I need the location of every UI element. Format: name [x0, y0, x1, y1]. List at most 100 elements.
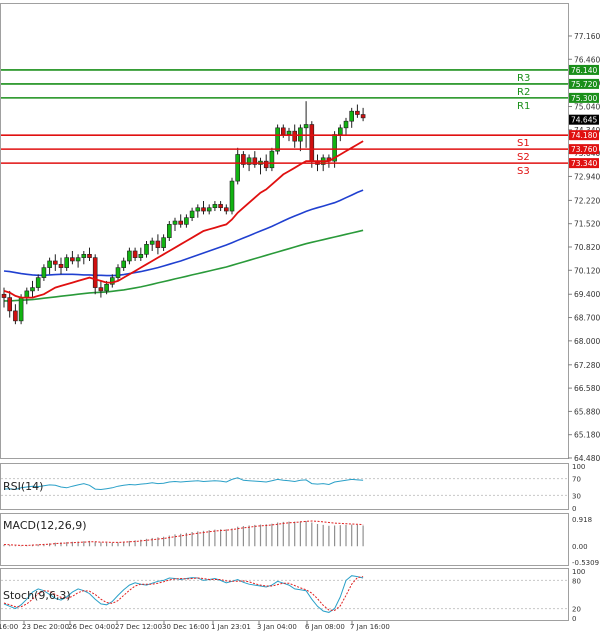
time-tick-label: 23 Dec 20:00	[22, 623, 69, 631]
level-name-s1: S1	[517, 138, 530, 149]
stoch-tick-label: 100	[572, 568, 585, 576]
price-tick-label: 71.520	[574, 220, 600, 229]
current-price-label: 74.645	[571, 116, 597, 125]
rsi-tick-label: 100	[572, 463, 585, 471]
candle-body	[18, 297, 24, 322]
price-tick-label: 76.460	[574, 55, 600, 64]
level-price-label: 73.340	[571, 159, 597, 168]
level-price-tag	[569, 144, 599, 155]
candle-body	[343, 120, 349, 129]
candle-body	[13, 310, 18, 322]
price-tick-label: 70.120	[574, 266, 600, 275]
rsi-tick-label: 30	[572, 492, 581, 500]
level-price-tag	[569, 130, 599, 141]
price-tick-label: 65.180	[574, 431, 600, 440]
candle-body	[360, 114, 366, 119]
candle-body	[110, 277, 115, 285]
candle-body	[218, 204, 223, 209]
candle-body	[75, 257, 81, 262]
level-name-r1: R1	[517, 101, 530, 112]
candle-body	[87, 254, 92, 258]
candle-body	[58, 263, 64, 268]
candle-body	[212, 204, 218, 209]
macd-tick-label: 0.00	[572, 543, 588, 551]
candle-body	[127, 250, 132, 262]
candle-body	[138, 254, 144, 258]
level-name-s2: S2	[517, 152, 530, 163]
time-tick-label: 6 Jan 08:00	[305, 623, 345, 631]
panel-frames	[0, 3, 569, 621]
candle-body	[121, 260, 126, 268]
price-tick-label: 75.040	[574, 103, 600, 112]
main-price-panel: 77.16076.46075.74075.04074.34073.64072.9…	[1, 32, 600, 463]
price-tick-label: 66.580	[574, 384, 600, 393]
candle-body	[92, 257, 98, 288]
candle-body	[1, 293, 7, 298]
candle-body	[98, 287, 104, 292]
macd-title: MACD(12,26,9)	[3, 519, 87, 532]
candle-body	[189, 210, 195, 218]
candle-body	[115, 267, 121, 278]
level-price-tag	[569, 92, 599, 103]
candle-body	[201, 207, 206, 212]
time-tick-label: 30 Dec 16:00	[162, 623, 209, 631]
candle-body	[286, 130, 292, 135]
time-tick-label: 7 Jan 16:00	[350, 623, 390, 631]
macd-panel: MACD(12,26,9) 0.918 0.00 -0.5309	[3, 516, 599, 567]
price-tick-label: 68.700	[574, 314, 600, 323]
candle-body	[172, 220, 178, 225]
candle-body	[161, 237, 166, 248]
candle-body	[132, 250, 138, 258]
candle-body	[229, 180, 235, 212]
stoch-tick-label: 0	[572, 615, 576, 623]
level-price-tag	[569, 64, 599, 75]
stoch-tick-label: 20	[572, 606, 581, 614]
candle-body	[292, 130, 298, 142]
rsi-tick-label: 0	[572, 505, 576, 513]
candle-body	[269, 150, 275, 169]
candle-body	[280, 127, 286, 135]
candle-body	[195, 207, 201, 212]
stoch-tick-label: 80	[572, 577, 581, 585]
candle-body	[155, 240, 161, 248]
candle-body	[252, 157, 258, 165]
candle-body	[70, 257, 75, 262]
candle-body	[178, 220, 183, 225]
stoch-title: Stoch(9,6,3)	[3, 589, 71, 602]
level-price-label: 75.720	[571, 80, 597, 89]
candle-body	[41, 267, 47, 278]
candle-body	[35, 277, 41, 288]
candle-body	[149, 240, 155, 245]
price-tick-label: 72.940	[574, 172, 600, 181]
time-tick-label: 27 Dec 12:00	[115, 623, 162, 631]
level-price-label: 74.180	[571, 131, 597, 140]
price-tick-label: 70.820	[574, 243, 600, 252]
candle-body	[355, 110, 360, 115]
candle-body	[263, 160, 269, 169]
candle-body	[30, 287, 35, 292]
price-tick-label: 65.880	[574, 407, 600, 416]
price-tick-label: 64.480	[574, 454, 600, 463]
candle-body	[184, 217, 189, 225]
macd-tick-label: 0.918	[572, 516, 592, 524]
candle-body	[7, 297, 12, 312]
candle-body	[144, 244, 149, 255]
time-tick-label: 1 Jan 23:01	[211, 623, 251, 631]
candle-body	[206, 207, 212, 212]
candle-body	[81, 254, 87, 258]
macd-tick-label: -0.5309	[572, 559, 599, 567]
rsi-tick-label: 70	[572, 476, 581, 484]
price-tick-label: 77.160	[574, 32, 600, 41]
price-tick-label: 68.000	[574, 337, 600, 346]
level-price-label: 75.300	[571, 94, 597, 103]
time-tick-label: 16:00	[0, 623, 18, 631]
level-price-tag	[569, 158, 599, 169]
macd-signal-line	[3, 520, 364, 546]
candle-body	[104, 283, 109, 292]
mid-moving-average-line	[3, 189, 364, 277]
candle-body	[24, 290, 30, 298]
level-price-label: 73.760	[571, 145, 597, 154]
